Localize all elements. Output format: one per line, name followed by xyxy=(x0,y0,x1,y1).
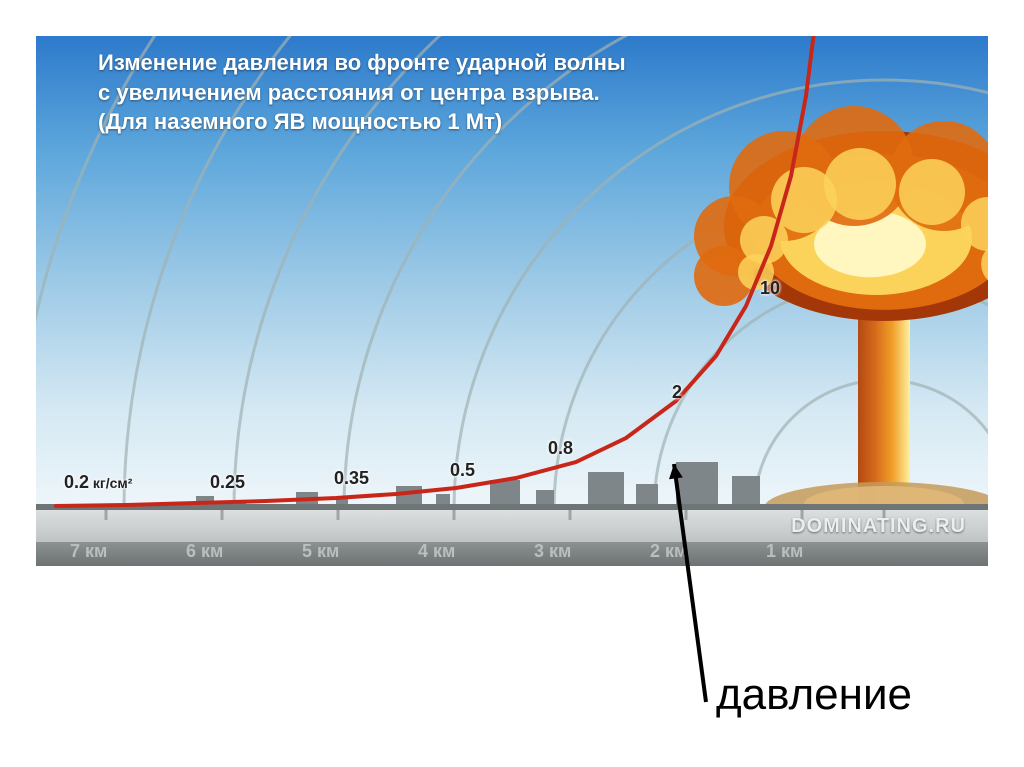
stage: Изменение давления во фронте ударной вол… xyxy=(0,0,1024,767)
callout-arrow xyxy=(0,0,1024,767)
callout-label: давление xyxy=(716,670,912,720)
